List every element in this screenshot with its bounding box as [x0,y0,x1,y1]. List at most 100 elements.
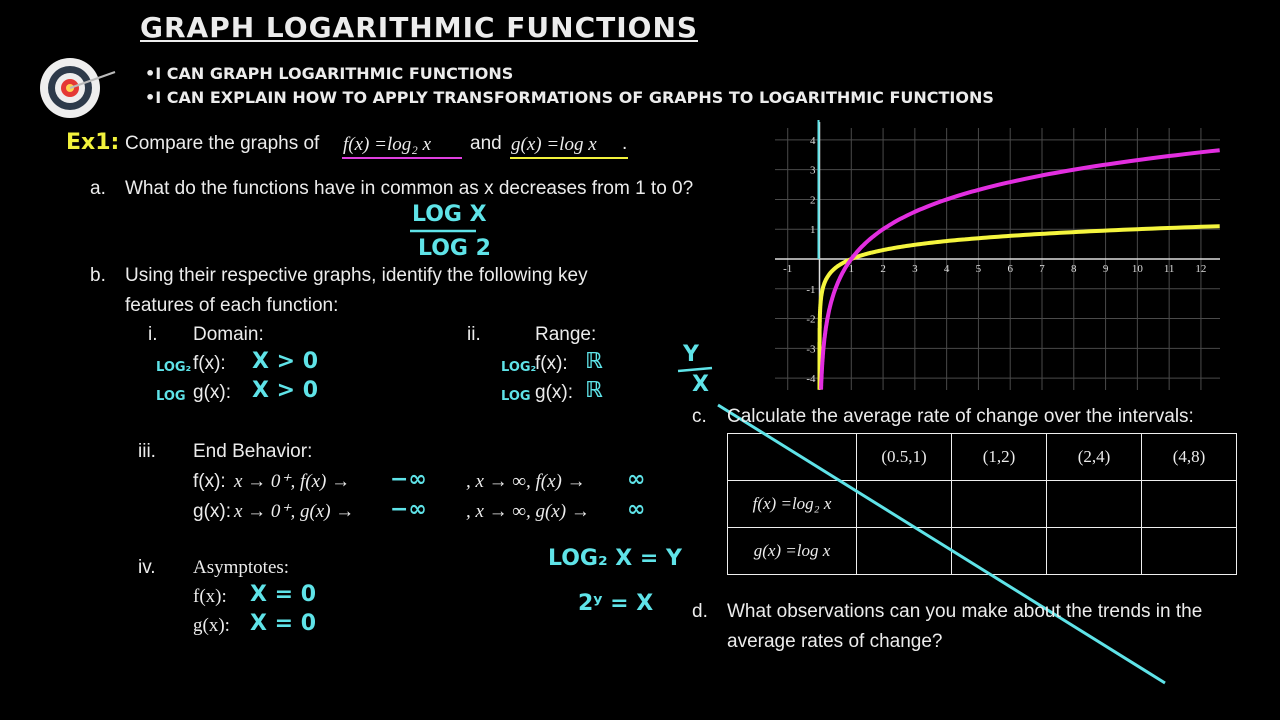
y-tick-label: 3 [810,165,816,177]
example-label: Ex1: [66,130,120,155]
handwritten-tag: LOG [156,389,186,404]
x-tick-label: 3 [912,263,918,275]
objective: •I can explain how to apply transformati… [145,88,994,107]
x-tick-label: 6 [1007,263,1013,275]
function-label: f(x): [193,586,227,607]
empty-cell [856,480,952,528]
handwritten-answer: −∞ [390,497,427,522]
column-header: (0.5,1) [856,433,952,481]
row-label: g(x) =log x [727,527,857,575]
handwritten-note: LOG 2 [418,236,491,261]
y-tick-label: -3 [806,343,816,355]
section-label: Domain: [193,324,264,345]
x-tick-label: -1 [783,263,792,275]
x-tick-label: 11 [1164,263,1175,275]
handwritten-answer: X > 0 [252,349,319,374]
handwritten-tag: LOG₂ [501,360,537,375]
handwritten-note: Y [683,342,699,367]
function-label: f(x): [535,353,568,374]
limit-text: x → 0⁺, g(x) → [234,501,355,522]
function-g: g(x) =log x [511,134,597,155]
example-text: Compare the graphs of [125,133,320,154]
limit-text: , x → ∞, f(x) → [466,471,586,492]
empty-cell [1046,480,1142,528]
y-tick-label: 4 [810,135,816,147]
section-label: Asymptotes: [193,557,290,578]
section-label: End Behavior: [193,441,313,462]
x-tick-label: 8 [1071,263,1077,275]
handwritten-note: 2ʸ = X [578,591,654,616]
example-text: . [622,133,628,154]
function-label: f(x): [193,471,226,492]
x-tick-label: 5 [976,263,982,275]
function-curve [817,224,1220,390]
handwritten-note: LOG X [412,202,487,227]
rate-table: (0.5,1) (1,2) (2,4) (4,8) f(x) =log₂ x g(x) =… [727,433,1237,575]
question: Calculate the average rate of change ove… [727,406,1194,427]
column-header: (4,8) [1141,433,1237,481]
objective: •I can graph logarithmic functions [145,64,514,83]
handwritten-answer: X > 0 [252,378,319,403]
handwritten-answer: ℝ [585,349,603,374]
marker: d. [692,601,708,622]
handwritten-note: X [692,372,709,397]
marker: i. [148,324,158,345]
column-header: (1,2) [951,433,1047,481]
handwritten-answer: ∞ [627,497,646,522]
handwritten-answer: ℝ [585,378,603,403]
function-label: g(x): [535,382,573,403]
x-tick-label: 10 [1132,263,1144,275]
handwritten-answer: X = 0 [250,582,317,607]
empty-cell [1141,480,1237,528]
x-tick-label: 9 [1103,263,1109,275]
y-tick-label: 2 [810,194,816,206]
x-tick-label: 4 [944,263,950,275]
empty-cell [1141,527,1237,575]
handwritten-answer: ∞ [627,467,646,492]
fraction-bar [677,366,713,373]
handwritten-note: LOG₂ X = Y [548,546,682,571]
empty-cell [856,527,952,575]
y-tick-label: -1 [806,284,815,296]
question: What observations can you make about the… [727,601,1203,652]
function-label: f(x): [193,353,226,374]
limit-text: , x → ∞, g(x) → [466,501,590,522]
marker: b. [90,265,106,286]
x-tick-label: 7 [1039,263,1045,275]
handwritten-tag: LOG₂ [156,360,192,375]
example-text: and [470,133,502,154]
marker: a. [90,178,106,199]
function-label: g(x): [193,615,230,636]
x-tick-label: 1 [849,263,855,275]
table-row: (0.5,1) (1,2) (2,4) (4,8) [727,433,1237,481]
y-tick-label: -2 [806,314,815,326]
handwritten-answer: −∞ [390,467,427,492]
empty-cell [1046,527,1142,575]
function-label: g(x): [193,501,231,522]
handwritten-tag: LOG [501,389,531,404]
empty-cell [951,527,1047,575]
x-tick-label: 12 [1195,263,1206,275]
marker: ii. [467,324,481,345]
function-label: g(x): [193,382,231,403]
question: Using their respective graphs, identify … [125,265,588,316]
column-header: (2,4) [1046,433,1142,481]
marker: iii. [138,441,156,462]
row-label: f(x) =log₂ x [727,480,857,528]
target-icon [40,58,116,118]
table-row: g(x) =log x [727,527,1237,575]
empty-cell [951,480,1047,528]
function-f: f(x) =log₂ x [343,134,432,155]
question: What do the functions have in common as … [125,178,694,199]
handwritten-answer: X = 0 [250,611,317,636]
table-row: f(x) =log₂ x [727,480,1237,528]
y-tick-label: 1 [810,224,816,236]
function-curve [819,148,1220,390]
y-tick-label: -4 [806,373,816,385]
marker: c. [692,406,707,427]
limit-text: x → 0⁺, f(x) → [234,471,351,492]
x-tick-label: 2 [880,263,886,275]
section-label: Range: [535,324,597,345]
